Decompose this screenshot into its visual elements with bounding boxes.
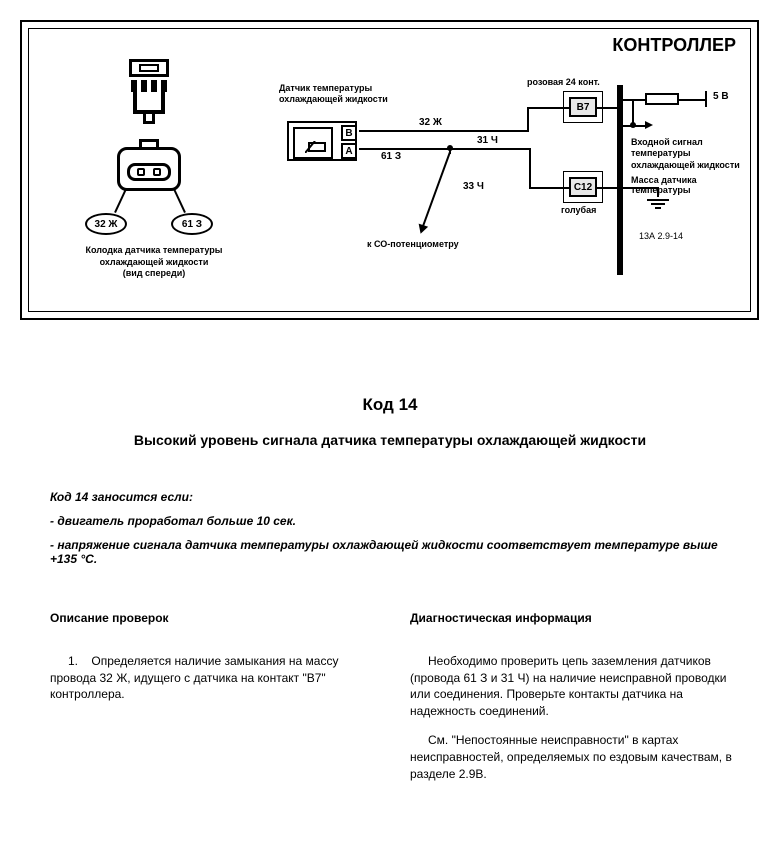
signal-l1: Входной сигнал температуры [631, 137, 703, 158]
left-item-text: Определяется наличие замыкания на массу … [50, 654, 338, 702]
ground-label: Масса датчика температуры [631, 175, 750, 195]
controller-busbar [617, 85, 623, 275]
subtitle: Высокий уровень сигнала датчика температ… [50, 432, 730, 448]
diagram-frame: КОНТРОЛЛЕР 32 Ж 61 З Колодка датчика тем… [20, 20, 759, 320]
blue-connector-label: голубая [561, 205, 596, 215]
sensor-label-l1: Датчик температуры [279, 83, 372, 93]
cond-header: Код 14 заносится если: [50, 490, 730, 504]
co-pot-label: к СО-потенциометру [367, 239, 459, 249]
sensor-pin-b: B [341, 125, 357, 141]
signal-l2: охлаждающей жидкости [631, 160, 740, 170]
pink-connector-label: розовая 24 конт. [527, 77, 600, 87]
wire-b-label: 32 Ж [419, 117, 442, 128]
wire-a-label: 61 З [381, 151, 401, 162]
pin-oval-left: 32 Ж [85, 213, 127, 235]
resistor-icon [645, 93, 679, 105]
right-p2: См. "Непостоянные неисправности" в карта… [410, 732, 740, 782]
right-heading: Диагностическая информация [410, 610, 740, 627]
doc-ref: 13А 2.9-14 [639, 231, 683, 241]
wire-split-label: 31 Ч [477, 135, 498, 146]
thermistor-icon [305, 141, 329, 153]
pin-oval-right: 61 З [171, 213, 213, 235]
sensor-plug-icon: B A [287, 121, 357, 161]
left-item-num: 1. [68, 654, 78, 668]
sensor-label-l2: охлаждающей жидкости [279, 94, 388, 104]
ground-icon [647, 197, 669, 209]
connector-caption: Колодка датчика температуры охлаждающей … [79, 245, 229, 280]
right-p1: Необходимо проверить цепь заземления дат… [410, 653, 740, 720]
left-heading: Описание проверок [50, 610, 370, 627]
right-column: Диагностическая информация Необходимо пр… [410, 610, 740, 782]
diagram-inner: КОНТРОЛЛЕР 32 Ж 61 З Колодка датчика тем… [28, 28, 751, 312]
sensor-label: Датчик температуры охлаждающей жидкости [279, 83, 388, 106]
connector-caption-l2: охлаждающей жидкости [100, 257, 209, 267]
cond-2: - напряжение сигнала датчика температуры… [50, 538, 730, 566]
connector-caption-l1: Колодка датчика температуры [86, 245, 223, 255]
signal-input-label: Входной сигнал температуры охлаждающей ж… [631, 137, 750, 171]
controller-title: КОНТРОЛЛЕР [612, 35, 736, 56]
sensor-pin-a: A [341, 143, 357, 159]
wire-down-label: 33 Ч [463, 181, 484, 192]
voltage-label: 5 В [713, 91, 729, 102]
sensor-top-icon [119, 59, 179, 129]
connector-front-icon [117, 147, 181, 191]
code-title: Код 14 [50, 395, 730, 415]
connector-caption-l3: (вид спереди) [123, 268, 185, 278]
left-column: Описание проверок 1. Определяется наличи… [50, 610, 370, 703]
cond-1: - двигатель проработал больше 10 сек. [50, 514, 730, 528]
